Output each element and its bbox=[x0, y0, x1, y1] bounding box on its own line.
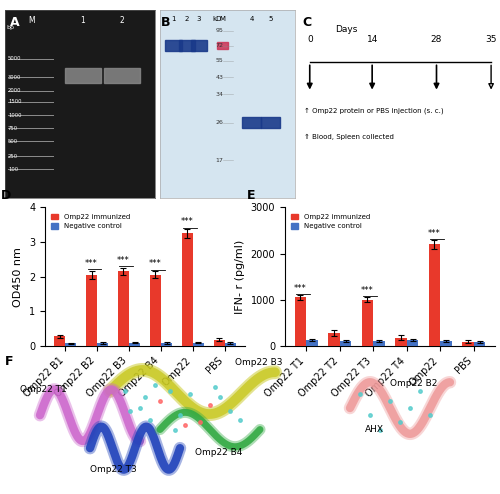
Bar bbox=[374, 341, 385, 346]
Text: D: D bbox=[1, 189, 11, 202]
Text: ***: *** bbox=[294, 284, 307, 293]
Text: kD: kD bbox=[212, 15, 222, 22]
Legend: Omp22 immunized, Negative control: Omp22 immunized, Negative control bbox=[48, 211, 133, 232]
Text: 500: 500 bbox=[8, 139, 18, 144]
Text: 2000: 2000 bbox=[8, 88, 22, 93]
Bar bbox=[182, 233, 193, 346]
Text: 35: 35 bbox=[486, 35, 497, 43]
Text: ***: *** bbox=[149, 259, 162, 268]
Text: 0: 0 bbox=[307, 35, 312, 43]
Text: 28: 28 bbox=[431, 35, 442, 43]
Bar bbox=[262, 117, 280, 128]
Bar bbox=[242, 117, 262, 128]
Bar bbox=[328, 333, 340, 346]
Text: M: M bbox=[28, 15, 35, 25]
Bar bbox=[150, 275, 161, 346]
Bar bbox=[191, 40, 208, 51]
Text: 1: 1 bbox=[80, 15, 86, 25]
Text: bp: bp bbox=[6, 25, 14, 30]
Bar bbox=[428, 245, 440, 346]
Bar bbox=[65, 68, 101, 83]
Bar bbox=[340, 341, 351, 346]
Bar bbox=[166, 40, 182, 51]
Text: 34: 34 bbox=[216, 92, 224, 97]
Bar bbox=[66, 343, 76, 346]
Bar bbox=[362, 300, 374, 346]
Bar bbox=[97, 343, 108, 346]
Text: ***: *** bbox=[85, 259, 98, 268]
Text: ***: *** bbox=[117, 256, 130, 265]
Text: 17: 17 bbox=[216, 158, 223, 163]
Text: Omp22 T3: Omp22 T3 bbox=[90, 465, 137, 474]
Text: 26: 26 bbox=[216, 120, 223, 125]
Text: Omp22 B4: Omp22 B4 bbox=[195, 448, 242, 457]
Text: ↑ Omp22 protein or PBS injection (s. c.): ↑ Omp22 protein or PBS injection (s. c.) bbox=[304, 108, 444, 114]
Y-axis label: OD450 nm: OD450 nm bbox=[14, 247, 24, 307]
Bar bbox=[129, 343, 140, 346]
Text: Omp22 T1: Omp22 T1 bbox=[20, 385, 67, 394]
Text: 2: 2 bbox=[120, 15, 124, 25]
Text: 14: 14 bbox=[366, 35, 378, 43]
Text: E: E bbox=[247, 189, 256, 202]
Text: 55: 55 bbox=[216, 58, 223, 63]
Bar bbox=[161, 343, 172, 346]
Text: 1: 1 bbox=[171, 15, 176, 22]
Bar bbox=[306, 340, 318, 346]
Text: Omp22 B3: Omp22 B3 bbox=[235, 358, 282, 367]
Text: 4: 4 bbox=[250, 15, 254, 22]
Bar bbox=[474, 342, 486, 346]
Legend: Omp22 immunized, Negative control: Omp22 immunized, Negative control bbox=[288, 211, 373, 232]
Bar bbox=[224, 343, 236, 346]
Text: AHX: AHX bbox=[365, 425, 384, 434]
Bar bbox=[406, 340, 418, 346]
Bar bbox=[86, 275, 97, 346]
Bar bbox=[104, 68, 140, 83]
Bar bbox=[440, 341, 452, 346]
Text: 1500: 1500 bbox=[8, 99, 22, 104]
Text: 250: 250 bbox=[8, 154, 18, 159]
Text: Omp22 B2: Omp22 B2 bbox=[390, 379, 438, 388]
Text: 95: 95 bbox=[216, 28, 223, 33]
Bar bbox=[462, 342, 473, 346]
Text: F: F bbox=[5, 355, 14, 368]
Bar bbox=[395, 337, 406, 346]
Text: 2: 2 bbox=[185, 15, 189, 22]
Text: 5000: 5000 bbox=[8, 56, 22, 61]
Text: ⇑ Blood, Spleen collected: ⇑ Blood, Spleen collected bbox=[304, 134, 394, 140]
Text: ***: *** bbox=[428, 229, 441, 238]
Y-axis label: IFN- r (pg/ml): IFN- r (pg/ml) bbox=[235, 240, 245, 314]
Text: M: M bbox=[219, 15, 225, 22]
Text: 5: 5 bbox=[268, 15, 273, 22]
Bar bbox=[179, 40, 195, 51]
Text: 750: 750 bbox=[8, 125, 18, 130]
Text: A: A bbox=[10, 15, 19, 29]
Text: 43: 43 bbox=[216, 75, 224, 80]
Text: B: B bbox=[162, 15, 171, 29]
Bar bbox=[216, 42, 228, 49]
Text: Days: Days bbox=[335, 25, 357, 34]
Text: ***: *** bbox=[181, 217, 194, 226]
Bar bbox=[118, 272, 129, 346]
Text: 1000: 1000 bbox=[8, 113, 22, 118]
Text: 3: 3 bbox=[197, 15, 202, 22]
Bar bbox=[193, 343, 204, 346]
Bar bbox=[294, 297, 306, 346]
Text: ***: *** bbox=[361, 287, 374, 295]
Text: C: C bbox=[302, 15, 311, 29]
Text: 3000: 3000 bbox=[8, 75, 22, 80]
Text: 72: 72 bbox=[216, 43, 224, 48]
Text: 100: 100 bbox=[8, 167, 18, 172]
Bar bbox=[54, 336, 66, 346]
Bar bbox=[214, 339, 224, 346]
